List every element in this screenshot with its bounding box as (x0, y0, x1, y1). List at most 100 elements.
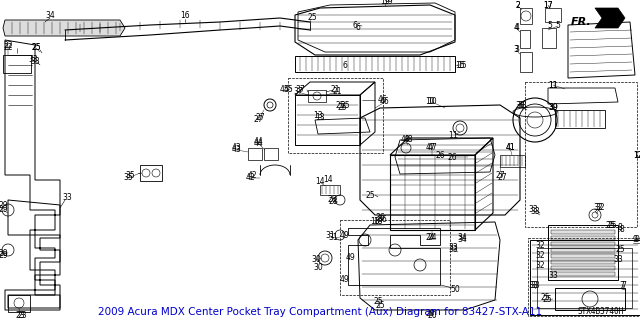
Text: 25: 25 (375, 300, 385, 309)
Polygon shape (595, 8, 625, 28)
Text: 25: 25 (542, 295, 552, 305)
Text: FR.: FR. (572, 17, 592, 27)
Text: 8: 8 (618, 224, 622, 233)
Text: 37: 37 (295, 85, 305, 94)
Text: 32: 32 (595, 204, 605, 212)
Text: 6: 6 (356, 24, 360, 33)
Text: 20: 20 (425, 309, 435, 318)
Text: 27: 27 (253, 115, 263, 124)
Text: 9: 9 (635, 235, 639, 244)
Bar (551, 242, 615, 246)
Bar (542, 28, 556, 48)
Text: 19: 19 (380, 0, 390, 6)
Text: 1: 1 (449, 130, 453, 139)
Bar (520, 30, 530, 48)
Bar (520, 52, 532, 72)
Bar (551, 254, 615, 258)
Text: 3: 3 (515, 46, 520, 55)
Bar (551, 266, 615, 270)
Text: 34: 34 (45, 11, 55, 19)
Bar (288, 78, 383, 153)
Text: 23: 23 (17, 310, 27, 319)
Text: 7: 7 (620, 280, 625, 290)
Text: 22: 22 (3, 42, 13, 51)
Text: 18: 18 (373, 218, 383, 226)
Text: 33: 33 (448, 243, 458, 253)
Text: 42: 42 (247, 170, 257, 180)
Text: 4: 4 (515, 24, 520, 33)
Bar (264, 148, 278, 160)
Text: 29: 29 (0, 201, 8, 210)
Text: 28: 28 (328, 197, 338, 206)
Text: 39: 39 (548, 103, 558, 113)
Text: 44: 44 (253, 138, 263, 147)
Text: 27: 27 (255, 114, 265, 122)
Text: 32: 32 (593, 203, 603, 211)
Text: 4: 4 (513, 24, 518, 33)
Text: 33: 33 (30, 57, 40, 66)
Text: 6: 6 (342, 61, 348, 70)
Bar (551, 260, 615, 264)
Text: 24: 24 (427, 234, 437, 242)
Text: 25: 25 (307, 13, 317, 23)
Text: 38: 38 (517, 101, 527, 110)
Text: 43: 43 (232, 145, 242, 154)
Text: 10: 10 (425, 98, 435, 107)
Bar (525, 82, 637, 227)
Text: 32: 32 (535, 261, 545, 270)
Text: 47: 47 (427, 144, 437, 152)
Text: 38: 38 (515, 100, 525, 109)
Text: 42: 42 (245, 174, 255, 182)
Text: 31: 31 (328, 234, 338, 242)
Bar (551, 248, 615, 252)
Text: 36: 36 (375, 213, 385, 222)
Text: 18: 18 (371, 218, 380, 226)
Text: 15: 15 (455, 61, 465, 70)
Text: 45: 45 (280, 85, 290, 94)
Text: 12: 12 (633, 151, 640, 160)
Text: 31: 31 (325, 231, 335, 240)
Text: 50: 50 (450, 286, 460, 294)
Bar (320, 185, 340, 195)
Text: 25: 25 (373, 298, 383, 307)
Text: 2: 2 (516, 2, 520, 11)
Text: 32: 32 (535, 241, 545, 249)
Text: STX4B3740H: STX4B3740H (578, 308, 624, 316)
Text: 30: 30 (313, 263, 323, 272)
Text: 34: 34 (457, 234, 467, 242)
Bar (340, 220, 450, 295)
Text: 25: 25 (605, 220, 615, 229)
Text: 13: 13 (315, 113, 325, 122)
Text: 49: 49 (340, 231, 350, 240)
Text: 44: 44 (253, 137, 263, 146)
Text: 41: 41 (505, 144, 515, 152)
Text: 11: 11 (548, 80, 557, 90)
Text: 33: 33 (548, 271, 558, 279)
Text: 33: 33 (448, 246, 458, 255)
Text: 28: 28 (327, 196, 337, 204)
Text: 33: 33 (613, 256, 623, 264)
Text: 39: 39 (548, 103, 558, 113)
Bar (537, 248, 632, 308)
Text: 46: 46 (378, 95, 388, 105)
Text: 26: 26 (447, 152, 457, 161)
Text: 5: 5 (556, 21, 561, 31)
Text: 25: 25 (615, 246, 625, 255)
Bar (140, 165, 162, 181)
Bar (248, 148, 262, 160)
Text: 45: 45 (283, 85, 293, 94)
Text: 49: 49 (345, 254, 355, 263)
Bar (528, 238, 640, 316)
Bar (3, 55, 31, 73)
Text: 29: 29 (0, 249, 8, 257)
Text: 3: 3 (513, 46, 518, 55)
Text: 7: 7 (621, 280, 627, 290)
Text: 14: 14 (315, 177, 325, 187)
Text: 26: 26 (435, 151, 445, 160)
Text: 40: 40 (605, 13, 615, 23)
Text: 25: 25 (31, 43, 41, 53)
Text: 15: 15 (457, 61, 467, 70)
Text: 9: 9 (632, 235, 637, 244)
Text: 5: 5 (548, 21, 552, 31)
Text: 41: 41 (505, 144, 515, 152)
